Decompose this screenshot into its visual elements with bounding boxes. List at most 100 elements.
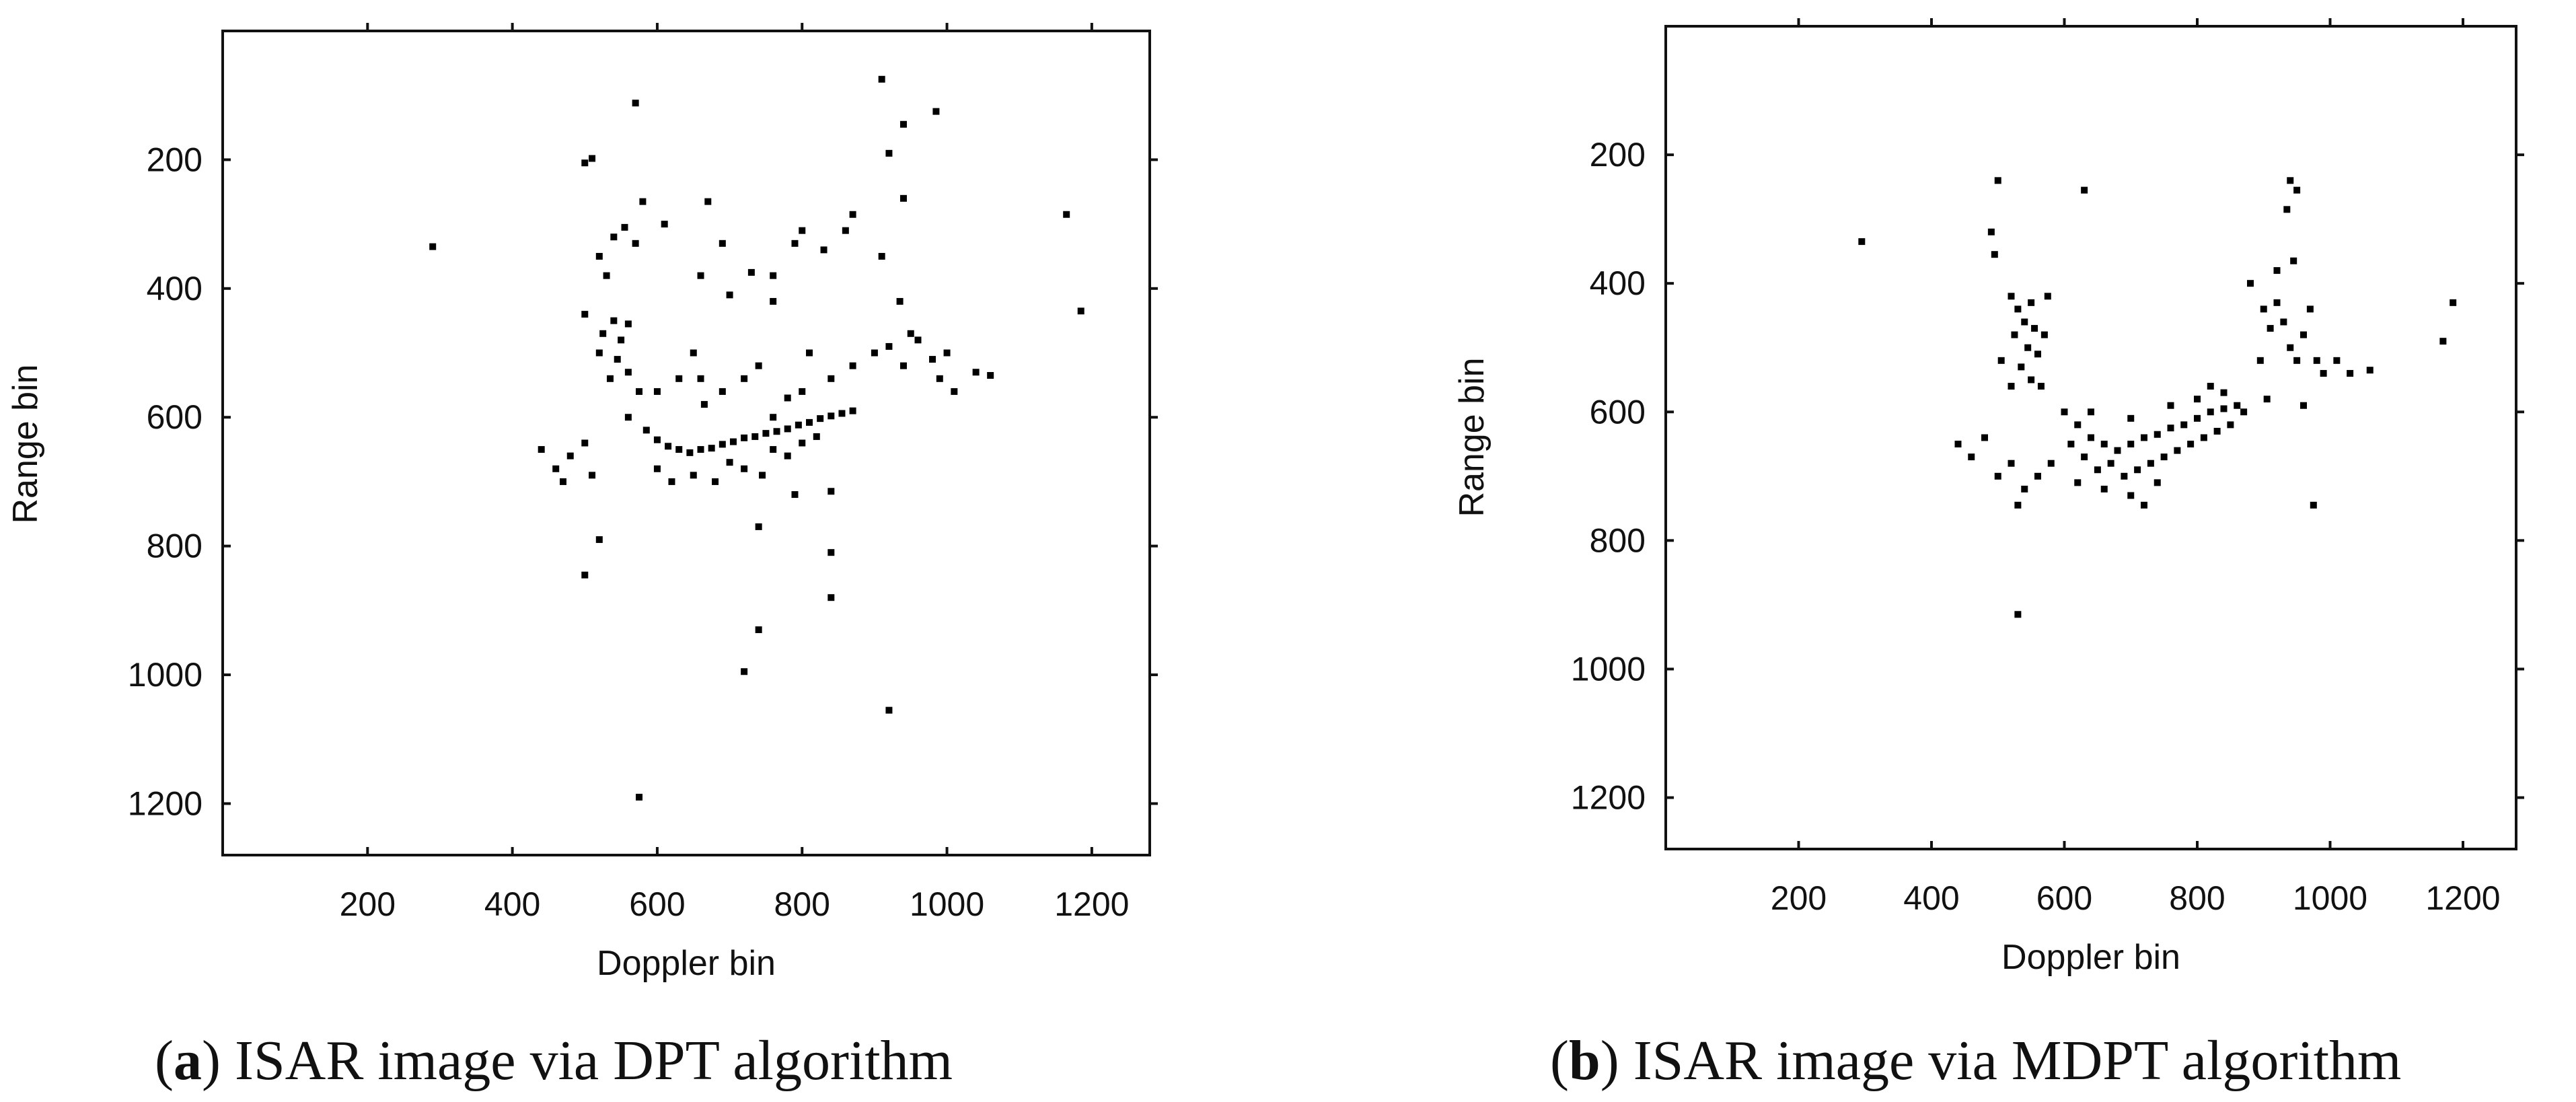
scatter-point	[885, 706, 893, 714]
scatter-point	[2220, 405, 2228, 412]
scatter-point	[2121, 472, 2128, 480]
scatter-point	[2014, 305, 2022, 313]
scatter-point	[1994, 177, 2001, 184]
scatter-point	[726, 291, 733, 299]
scatter-point	[885, 149, 893, 157]
chart-b: 200 400 600 800 1000 1200 200 400 600 800 1000 1200…	[1452, 18, 2524, 977]
scatter-point	[2040, 331, 2048, 338]
scatter-point	[552, 465, 560, 472]
x-tick-label: 600	[2036, 879, 2092, 917]
scatter-point	[632, 100, 639, 107]
scatter-point	[2008, 383, 2015, 390]
scatter-point	[697, 375, 704, 382]
chart-a: 200 400 600 800 1000 1200 200 400 600 800 1000 1200…	[6, 23, 1158, 983]
scatter-point	[653, 465, 661, 472]
x-tick-label: 200	[340, 885, 396, 923]
scatter-point	[827, 594, 835, 601]
scatter-point	[770, 414, 777, 421]
scatter-point	[566, 452, 574, 460]
scatter-point	[2011, 331, 2018, 338]
scatter-point	[741, 434, 748, 441]
scatter-point	[2310, 501, 2317, 509]
scatter-point	[589, 155, 596, 162]
scatter-point	[813, 433, 820, 440]
scatter-point	[2100, 441, 2108, 448]
scatter-point	[1858, 238, 1866, 246]
scatter-point	[784, 394, 791, 402]
scatter-point	[2293, 357, 2301, 364]
x-tick-label: 800	[2169, 879, 2225, 917]
scatter-point	[2207, 408, 2214, 416]
scatter-point	[2256, 357, 2264, 364]
scatter-point	[624, 320, 632, 328]
scatter-point	[2247, 280, 2254, 287]
y-tick-label: 400	[1590, 264, 1646, 302]
scatter-point	[729, 438, 737, 445]
scatter-point	[2290, 257, 2297, 264]
x-tick-label: 800	[774, 885, 830, 923]
scatter-point	[2127, 492, 2135, 499]
scatter-point	[2134, 466, 2141, 474]
scatter-point	[712, 478, 719, 485]
y-tick-label: 1000	[128, 656, 203, 694]
scatter-point	[2213, 427, 2221, 435]
y-tick-label: 1200	[128, 784, 203, 822]
scatter-point	[2067, 441, 2075, 448]
scatter-point	[2167, 425, 2174, 432]
plot-frame	[1664, 25, 2517, 850]
scatter-point	[2313, 357, 2320, 364]
scatter-point	[799, 227, 806, 234]
scatter-point	[2260, 305, 2267, 313]
caption-a: (a) ISAR image via DPT algorithm	[155, 1029, 953, 1092]
y-tick-label: 800	[1590, 521, 1646, 559]
scatter-point	[899, 194, 907, 202]
scatter-point	[675, 446, 683, 453]
scatter-point	[914, 336, 922, 344]
scatter-point	[690, 349, 697, 357]
scatter-point	[636, 793, 643, 801]
scatter-point	[704, 198, 712, 205]
scatter-point	[2031, 325, 2038, 332]
scatter-point	[2021, 485, 2028, 492]
y-axis-title: Range bin	[6, 364, 45, 523]
scatter-point	[755, 362, 762, 369]
scatter-point	[2081, 186, 2088, 194]
scatter-point	[806, 349, 813, 357]
scatter-point	[2034, 472, 2041, 480]
x-tick-label: 200	[1771, 879, 1827, 917]
scatter-point	[2167, 402, 2174, 409]
y-tick-label: 600	[147, 398, 203, 436]
y-tick-label: 200	[147, 141, 203, 178]
scatter-point	[2088, 408, 2094, 416]
scatter-point	[2021, 318, 2028, 326]
scatter-point	[2287, 177, 2294, 184]
scatter-point	[595, 252, 603, 260]
scatter-point	[2107, 460, 2114, 467]
scatter-point	[2263, 396, 2271, 403]
scatter-point	[581, 439, 589, 447]
scatter-point	[899, 120, 907, 128]
scatter-point	[1063, 211, 1070, 218]
scatter-point	[726, 459, 733, 466]
scatter-point	[2300, 402, 2307, 409]
scatter-point	[943, 349, 951, 357]
scatter-point	[770, 446, 777, 453]
scatter-point	[668, 478, 675, 485]
scatter-point	[2024, 344, 2032, 351]
scatter-point	[2127, 441, 2135, 448]
scatter-point	[708, 445, 715, 452]
scatter-point	[2044, 293, 2051, 300]
scatter-point	[2018, 363, 2025, 371]
x-tick-label: 600	[629, 885, 685, 923]
scatter-point	[2147, 460, 2154, 467]
plot-frame	[221, 30, 1151, 856]
scatter-point	[907, 330, 914, 337]
scatter-point	[653, 436, 661, 443]
scatter-point	[2074, 479, 2082, 486]
scatter-point	[2227, 421, 2234, 429]
y-axis-title: Range bin	[1452, 357, 1492, 517]
scatter-point	[639, 198, 647, 205]
scatter-point	[661, 221, 668, 228]
scatter-point	[538, 446, 545, 453]
scatter-point	[632, 240, 639, 247]
